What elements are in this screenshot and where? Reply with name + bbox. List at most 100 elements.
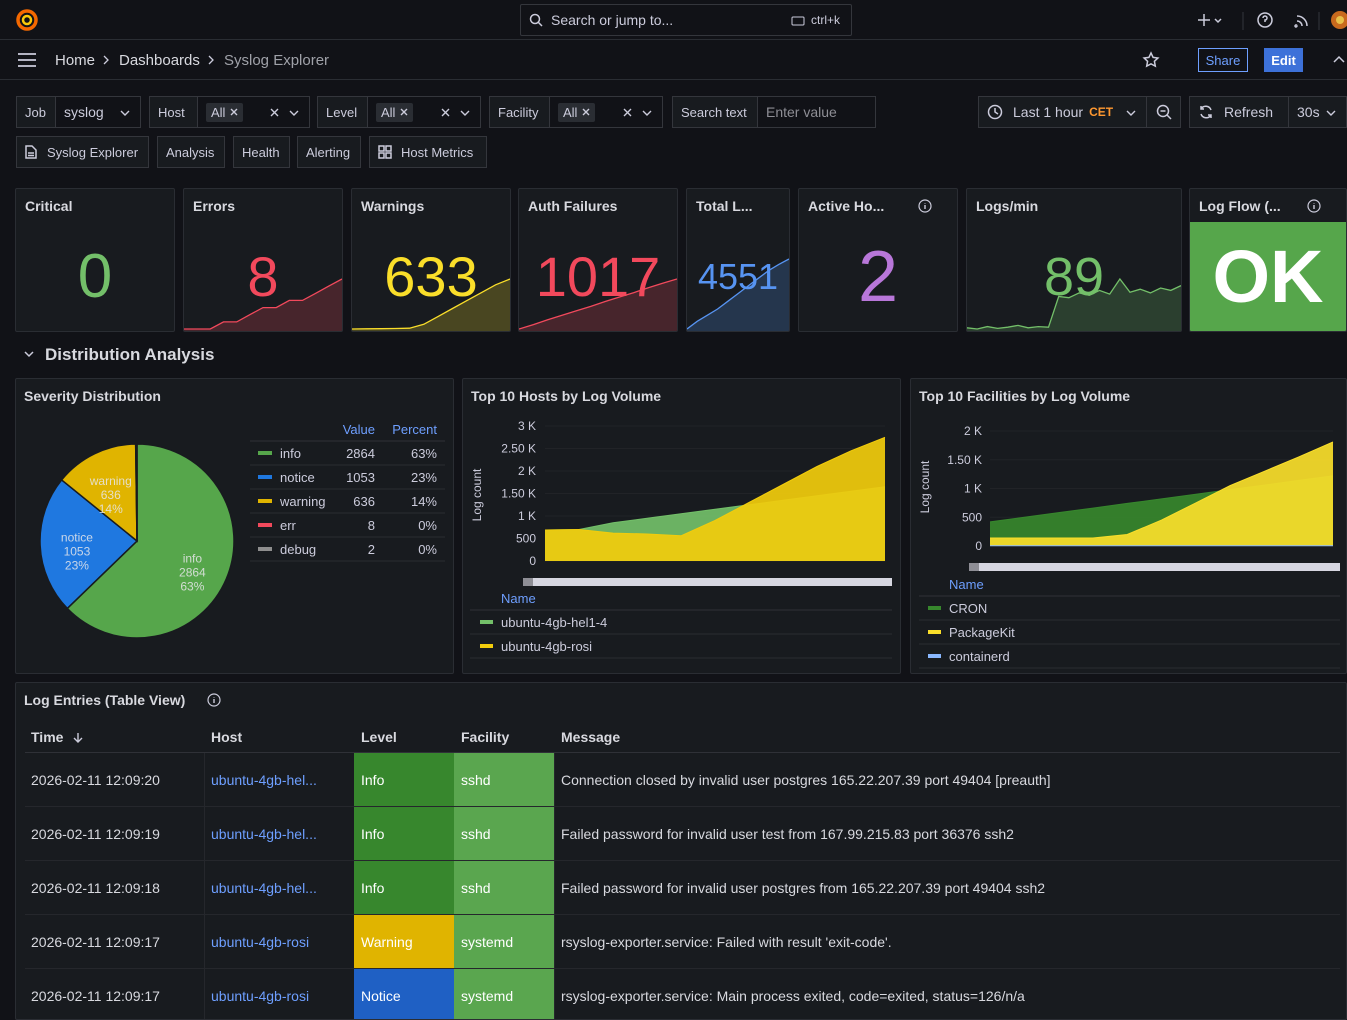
- clock-icon: [987, 104, 1003, 120]
- stat-title: Critical: [25, 198, 73, 214]
- sparkline-line: [687, 258, 789, 330]
- zoom-out-icon: [1156, 104, 1172, 120]
- hosts-panel: Top 10 Hosts by Log Volume: [462, 378, 901, 674]
- cell-text: Info: [361, 772, 385, 788]
- severity-panel: Severity Distribution: [15, 378, 454, 674]
- section-title[interactable]: Distribution Analysis: [45, 345, 215, 364]
- variable-select[interactable]: All: [367, 96, 481, 128]
- edit-button[interactable]: Edit: [1264, 48, 1303, 72]
- stat-title: Active Ho...: [808, 198, 885, 214]
- refresh-button[interactable]: Refresh: [1189, 96, 1289, 128]
- facility-cell: [454, 969, 554, 1019]
- breadcrumb-separator: [208, 55, 214, 65]
- info-icon[interactable]: [918, 199, 932, 213]
- breadcrumb[interactable]: Dashboards: [119, 52, 200, 69]
- column-header[interactable]: Facility: [461, 729, 510, 745]
- variable-chip: All: [376, 102, 414, 122]
- column-header[interactable]: Host: [211, 729, 243, 745]
- dashboard-link[interactable]: Host Metrics: [369, 136, 487, 168]
- search-shortcut: ctrl+k: [811, 13, 841, 27]
- facilities-panel: Top 10 Facilities by Log Volume: [910, 378, 1347, 674]
- search-box[interactable]: Search or jump to... ctrl+k: [520, 4, 852, 36]
- stat-panel: Total L... 4551: [686, 188, 790, 332]
- table-panel: Log Entries (Table View) Time Host Level Fa…: [15, 682, 1347, 1020]
- stat-value: 4551: [697, 256, 779, 297]
- info-circle: [1307, 199, 1321, 213]
- sparkline: [184, 278, 342, 331]
- panel-title: Top 10 Hosts by Log Volume: [471, 388, 662, 404]
- stat-panel: Active Ho... 2: [798, 188, 958, 332]
- row-rule: [25, 914, 1340, 915]
- cell-text[interactable]: ubuntu-4gb-hel...: [211, 826, 317, 842]
- text-input[interactable]: Enter value: [757, 96, 876, 128]
- variable-label: Search text: [681, 104, 747, 120]
- stat-value: OK: [1212, 235, 1324, 318]
- cell-text[interactable]: ubuntu-4gb-hel...: [211, 880, 317, 896]
- share-button[interactable]: Share: [1198, 48, 1248, 72]
- cell-text[interactable]: ubuntu-4gb-hel...: [211, 772, 317, 788]
- dashboard-link[interactable]: Analysis: [157, 136, 225, 168]
- stat-title: Total L...: [696, 198, 753, 214]
- stat-value: 8: [247, 245, 279, 308]
- collapse-icon[interactable]: [1333, 55, 1345, 63]
- dashboard-link[interactable]: Alerting: [297, 136, 361, 168]
- section-chevron[interactable]: [24, 350, 34, 358]
- variable-label: Job: [25, 104, 46, 120]
- cell-text[interactable]: ubuntu-4gb-rosi: [211, 988, 310, 1004]
- level-cell: [354, 969, 454, 1019]
- column-header[interactable]: Time: [31, 729, 64, 745]
- row-rule: [25, 806, 1340, 807]
- clear-icon[interactable]: [441, 108, 450, 117]
- column-header[interactable]: Level: [361, 729, 397, 745]
- dashboard-link[interactable]: Syslog Explorer: [16, 136, 149, 168]
- remove-icon[interactable]: [582, 108, 590, 116]
- link-label: Health: [242, 144, 280, 160]
- cell-text: 2026-02-11 12:09:18: [31, 880, 160, 896]
- chevron-icon: [289, 110, 299, 116]
- link-label: Analysis: [166, 144, 215, 160]
- variable-label: Level: [326, 104, 358, 120]
- refresh-interval[interactable]: 30s: [1288, 96, 1347, 128]
- cell-text: Failed password for invalid user postgre…: [561, 880, 1046, 896]
- info-icon[interactable]: [1307, 199, 1321, 213]
- variable-label-box: Facility: [489, 96, 550, 128]
- share-label: Share: [1205, 52, 1241, 68]
- row-rule: [25, 968, 1340, 969]
- variable-select[interactable]: All: [197, 96, 310, 128]
- level-cell: [354, 915, 454, 969]
- cell-text[interactable]: ubuntu-4gb-rosi: [211, 934, 310, 950]
- time-picker[interactable]: Last 1 hour CET: [978, 96, 1147, 128]
- top-icons[interactable]: [1195, 10, 1347, 32]
- sparkline-line: [352, 278, 510, 330]
- keyboard-icon: [791, 16, 805, 26]
- clear-icon[interactable]: [270, 108, 279, 117]
- clear-icon[interactable]: [623, 108, 632, 117]
- sparkline-area: [967, 279, 1181, 331]
- variable-label: Host: [158, 104, 185, 120]
- variable-label-box: Search text: [672, 96, 758, 128]
- column-rule: [204, 753, 205, 1019]
- info-icon[interactable]: [207, 693, 221, 707]
- refresh-label: Refresh: [1224, 104, 1274, 120]
- stat-value: 0: [77, 242, 113, 311]
- remove-icon[interactable]: [400, 108, 408, 116]
- menu-icon[interactable]: [17, 52, 37, 68]
- level-cell: [354, 753, 454, 807]
- variable-select[interactable]: All: [549, 96, 663, 128]
- cell-text: Info: [361, 880, 385, 896]
- logo[interactable]: [15, 8, 39, 32]
- cell-text: Info: [361, 826, 385, 842]
- stat-title: Logs/min: [976, 198, 1039, 214]
- remove-icon[interactable]: [230, 108, 238, 116]
- variable-value: All: [563, 104, 578, 120]
- dashboard-link[interactable]: Health: [233, 136, 290, 168]
- doc-icon: [25, 145, 37, 159]
- variable-select[interactable]: syslog: [55, 96, 141, 128]
- zoom-out-button[interactable]: [1146, 96, 1181, 128]
- sparkline: [967, 277, 1181, 331]
- star-icon[interactable]: [1142, 51, 1160, 69]
- stat-panel: Auth Failures 1017: [518, 188, 678, 332]
- breadcrumb[interactable]: Home: [55, 52, 96, 69]
- column-header[interactable]: Message: [561, 729, 621, 745]
